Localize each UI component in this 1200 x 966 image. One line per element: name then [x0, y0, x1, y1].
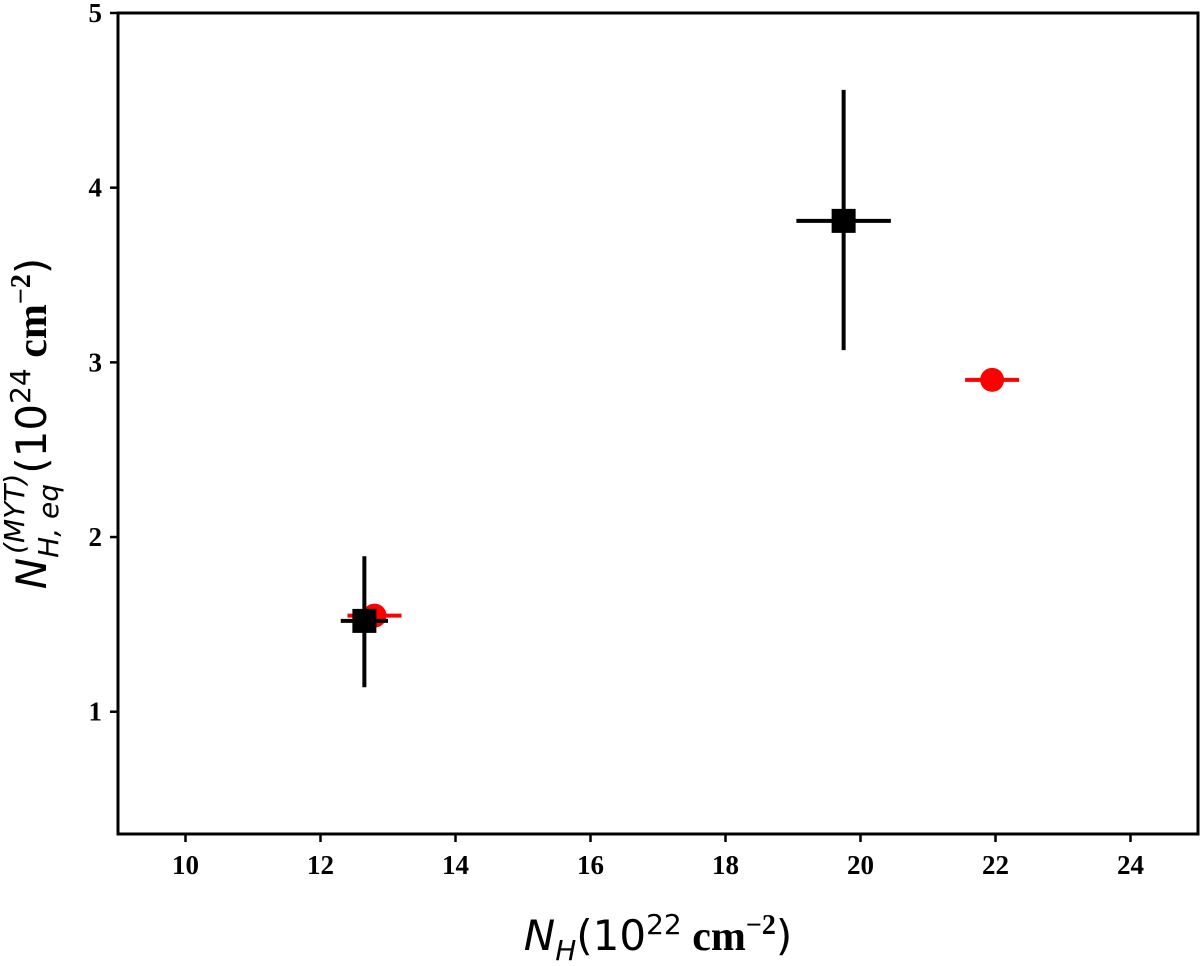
red-circle-series	[347, 367, 1020, 628]
x-tick-label: 14	[442, 850, 469, 880]
y-tick-label: 3	[89, 347, 103, 377]
y-tick-label: 5	[89, 0, 103, 28]
y-tick-label: 4	[89, 173, 103, 203]
x-tick-label: 18	[712, 850, 739, 880]
x-tick-label: 20	[847, 850, 874, 880]
black-square-series	[340, 89, 891, 688]
data-point-square	[352, 608, 377, 633]
x-tick-label: 24	[1117, 850, 1144, 880]
data-point-circle	[980, 367, 1005, 392]
y-tick-label: 2	[89, 522, 103, 552]
x-tick-label: 12	[307, 850, 334, 880]
y-axis-label: NH, eq(MYT)(1024 cm−2)	[0, 258, 65, 589]
x-tick-label: 22	[982, 850, 1009, 880]
x-tick-label: 10	[172, 850, 199, 880]
y-tick-label: 1	[89, 697, 103, 727]
data-layer	[340, 89, 1020, 688]
x-tick-label: 16	[577, 850, 604, 880]
data-point-square	[831, 208, 856, 233]
plot-frame	[116, 11, 1200, 836]
x-axis-label: NH(1022 cm−2)	[524, 908, 792, 966]
